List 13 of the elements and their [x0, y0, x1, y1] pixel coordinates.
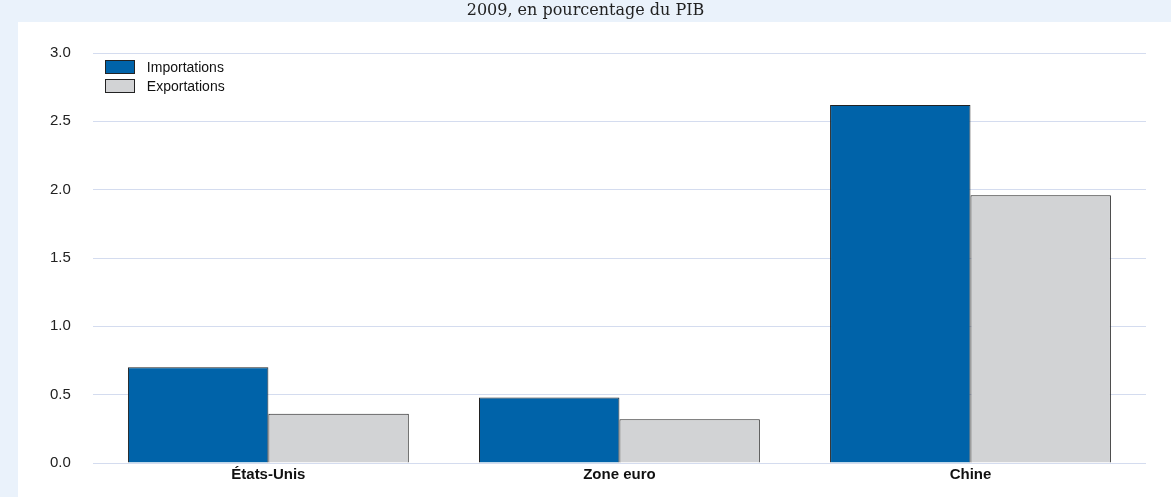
y-tick-label: 0.5	[49, 384, 71, 402]
y-tick-label: 1.5	[49, 248, 71, 266]
x-tick-label: Zone euro	[583, 465, 656, 483]
legend-label: Exportations	[146, 77, 225, 94]
y-tick-label: 1.0	[49, 316, 71, 334]
y-tick-label: 0.0	[49, 453, 71, 471]
x-tick-label: Chine	[949, 465, 992, 483]
y-tick-label: 2.0	[49, 179, 71, 197]
legend-label: Importations	[146, 58, 224, 75]
x-tick-label: États-Unis	[231, 465, 306, 483]
y-tick-label: 3.0	[49, 43, 71, 61]
chart-subtitle: 2009, en pourcentage du PIB	[465, 0, 706, 21]
y-tick-label: 2.5	[49, 111, 71, 129]
